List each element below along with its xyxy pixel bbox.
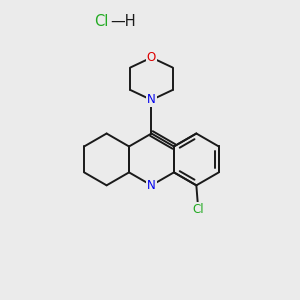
Text: N: N bbox=[147, 93, 156, 106]
Text: Cl: Cl bbox=[192, 203, 204, 216]
Text: —H: —H bbox=[110, 14, 136, 29]
Text: O: O bbox=[147, 51, 156, 64]
Text: N: N bbox=[147, 179, 156, 192]
Text: Cl: Cl bbox=[94, 14, 109, 29]
